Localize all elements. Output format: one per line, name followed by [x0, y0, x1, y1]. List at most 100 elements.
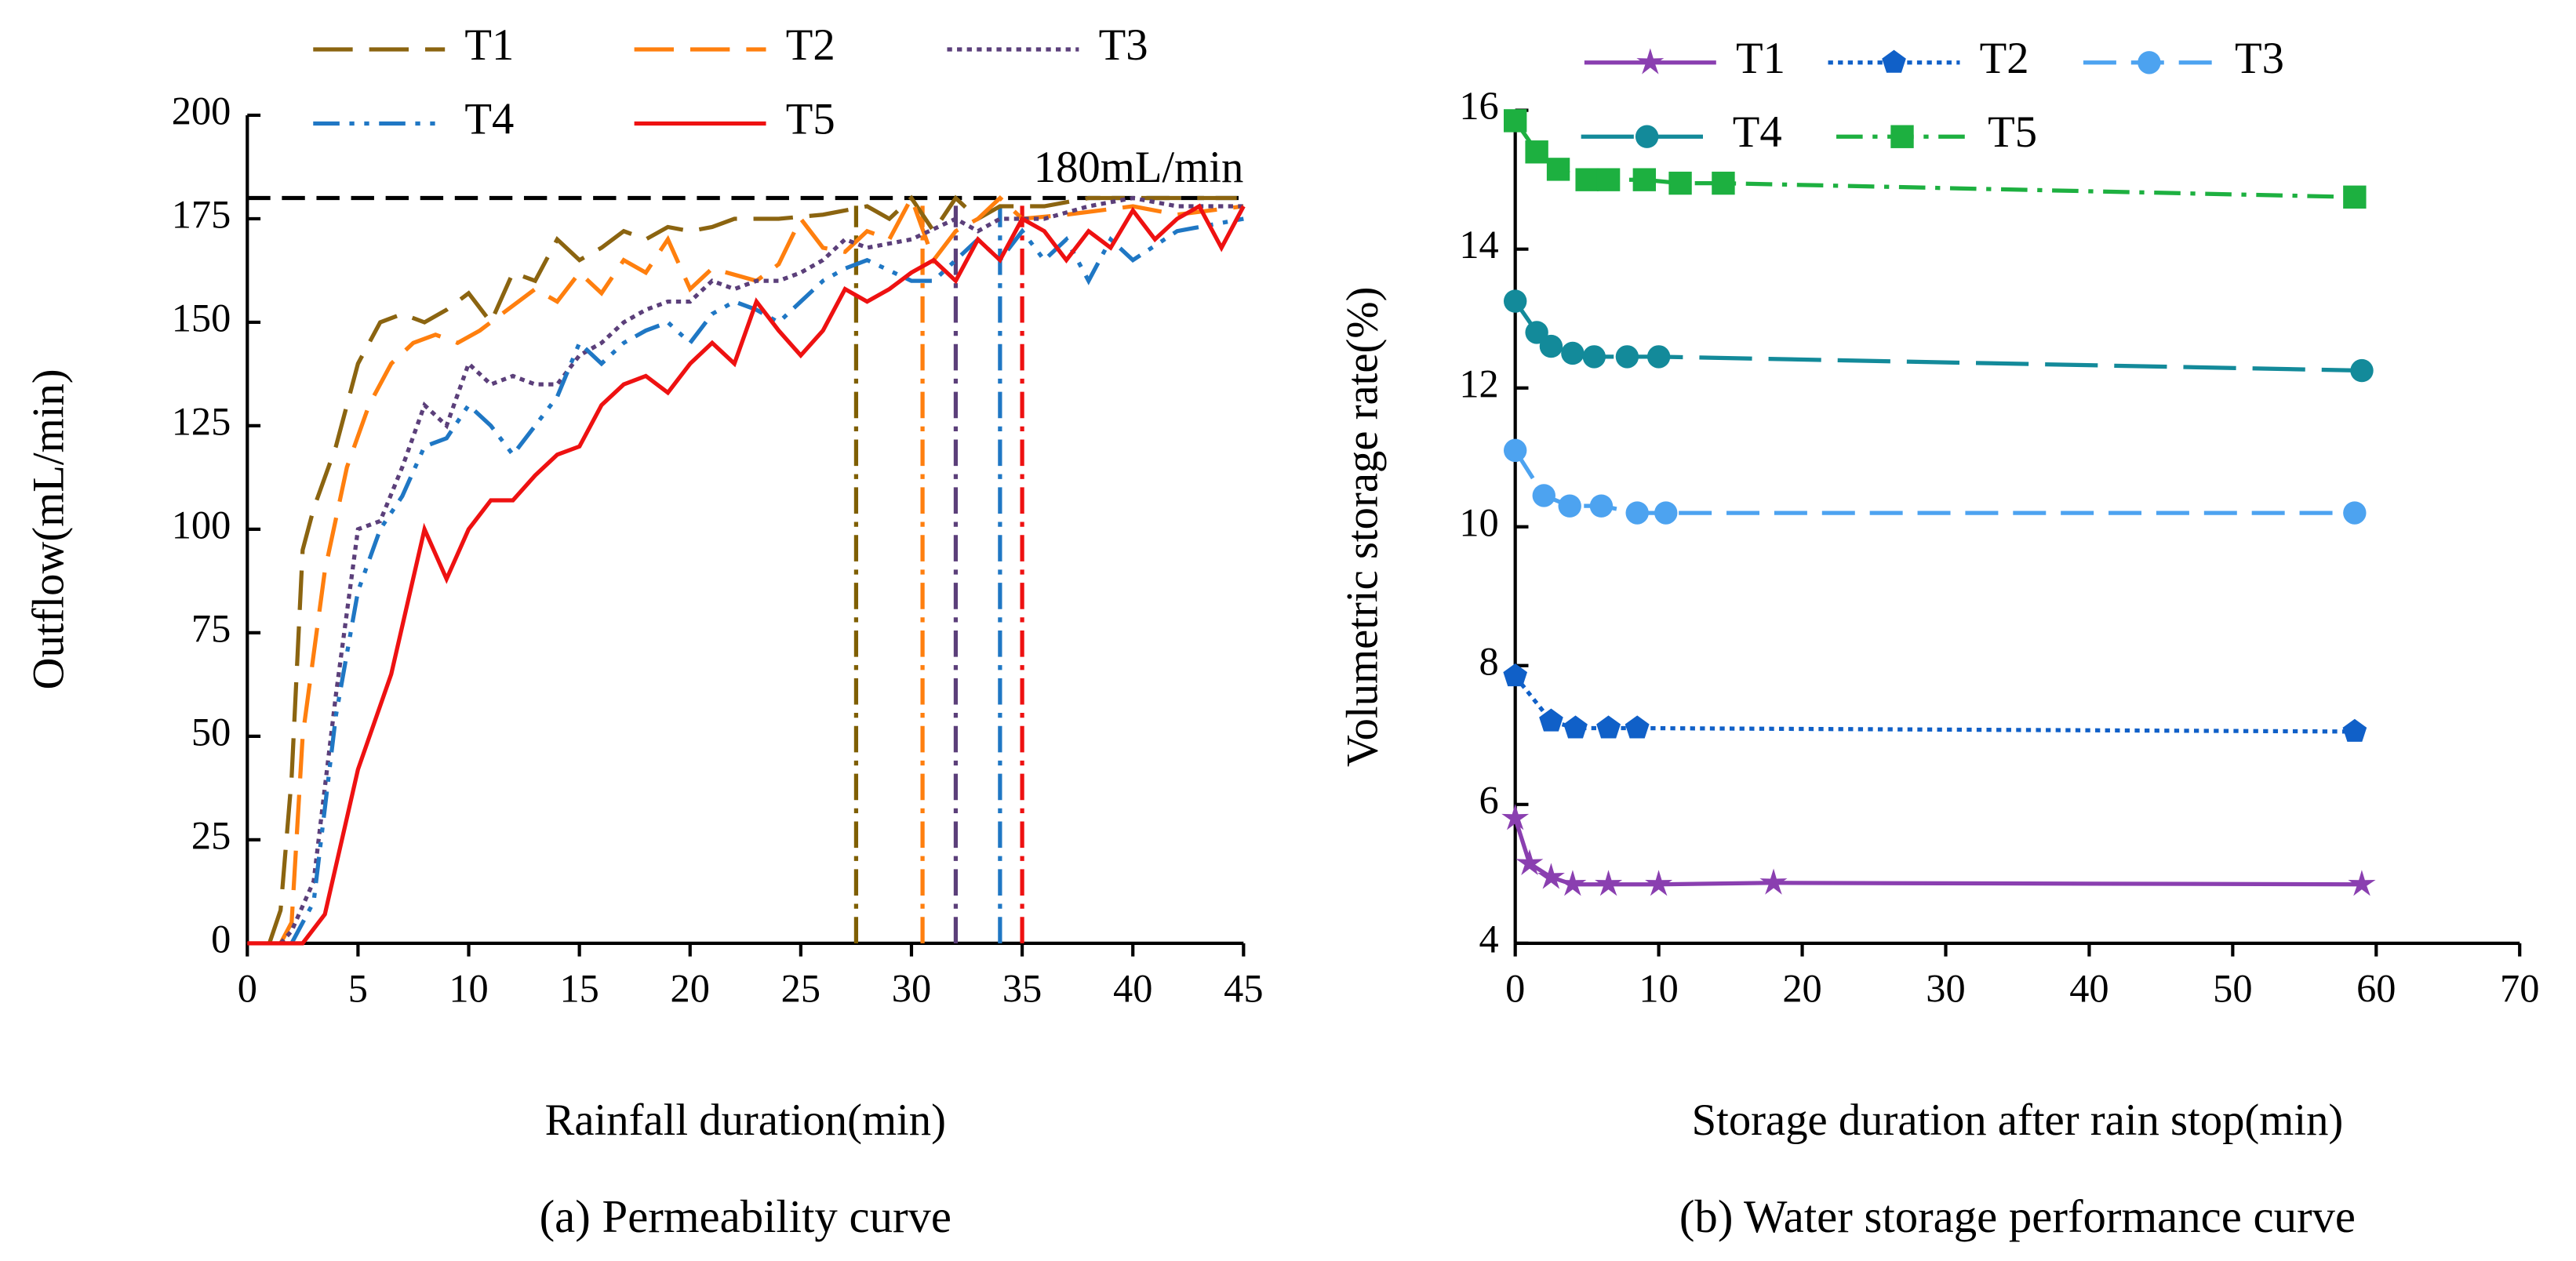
marker [1589, 494, 1614, 518]
legend-label: T2 [1980, 35, 2029, 83]
y-tick-label: 8 [1479, 639, 1499, 683]
x-tick-label: 0 [1505, 966, 1525, 1010]
series-line [267, 194, 1244, 944]
x-tick-label: 0 [238, 966, 257, 1010]
marker [1558, 494, 1581, 518]
marker [1503, 109, 1527, 133]
marker [1563, 715, 1588, 739]
legend-label: T5 [786, 95, 835, 144]
legend-label: T1 [464, 21, 514, 70]
series-line [278, 195, 1244, 945]
marker [1625, 715, 1650, 739]
marker [1645, 870, 1673, 896]
marker [1712, 171, 1735, 195]
marker [1515, 849, 1544, 875]
marker [1646, 345, 1671, 369]
y-tick-label: 12 [1459, 362, 1498, 405]
series-line [1513, 300, 2362, 373]
x-tick-label: 10 [449, 966, 488, 1010]
x-tick-label: 40 [1113, 966, 1152, 1010]
marker [1596, 715, 1621, 739]
marker [1501, 804, 1530, 830]
marker [2343, 185, 2367, 209]
caption: (a) Permeability curve [540, 1191, 951, 1242]
marker [1625, 501, 1649, 525]
marker [1537, 863, 1565, 889]
x-axis-label: Storage duration after rain stop(min) [1692, 1096, 2344, 1145]
marker [1539, 334, 1563, 358]
y-tick-label: 10 [1459, 500, 1498, 544]
y-tick-label: 100 [172, 503, 231, 547]
x-tick-label: 15 [559, 966, 599, 1010]
y-tick-label: 75 [191, 606, 231, 650]
series-line [247, 203, 1246, 946]
series-line [1513, 674, 2355, 734]
marker [1525, 321, 1548, 344]
y-tick-label: 150 [172, 296, 231, 340]
legend-label: T3 [2235, 35, 2284, 83]
y-tick-label: 200 [172, 89, 231, 133]
marker [1525, 140, 1548, 164]
y-tick-label: 16 [1459, 84, 1498, 128]
y-tick-label: 6 [1479, 778, 1499, 822]
marker [2342, 718, 2367, 742]
x-tick-label: 50 [2213, 966, 2252, 1010]
reference-label: 180mL/min [1034, 144, 1244, 192]
marker [1615, 345, 1639, 369]
x-tick-label: 10 [1639, 966, 1678, 1010]
series-line [278, 193, 1244, 945]
legend-label: T5 [1988, 108, 2037, 157]
marker [1595, 870, 1623, 896]
marker [1546, 158, 1570, 181]
marker [1890, 125, 1914, 148]
y-tick-label: 14 [1459, 223, 1498, 267]
x-tick-label: 40 [2069, 966, 2108, 1010]
legend-label: T4 [464, 95, 514, 144]
x-tick-label: 45 [1224, 966, 1263, 1010]
y-axis-label: Volumetric storage rate(%) [1339, 287, 1388, 767]
marker [1654, 501, 1678, 525]
marker [1635, 125, 1659, 148]
x-tick-label: 70 [2500, 966, 2539, 1010]
legend-label: T1 [1736, 35, 1785, 83]
x-tick-label: 5 [348, 966, 368, 1010]
marker [1539, 708, 1563, 732]
y-tick-label: 4 [1479, 917, 1499, 961]
x-tick-label: 30 [892, 966, 931, 1010]
x-tick-label: 20 [1782, 966, 1821, 1010]
marker [1632, 168, 1657, 191]
marker [1882, 49, 1906, 73]
marker [1503, 663, 1528, 687]
legend-label: T4 [1733, 108, 1782, 157]
y-axis-label: Outflow(mL/min) [25, 369, 74, 689]
y-tick-label: 25 [191, 813, 231, 857]
marker [2343, 501, 2367, 525]
marker [2350, 358, 2374, 383]
y-tick-label: 175 [172, 192, 231, 236]
x-tick-label: 30 [1926, 966, 1965, 1010]
marker [1636, 48, 1665, 74]
marker [1582, 345, 1606, 369]
x-tick-label: 20 [671, 966, 710, 1010]
marker [1759, 868, 1788, 895]
x-tick-label: 35 [1002, 966, 1042, 1010]
series-line [1513, 817, 2362, 887]
y-tick-label: 50 [191, 710, 231, 754]
marker [1503, 438, 1527, 463]
y-tick-label: 125 [172, 399, 231, 443]
x-tick-label: 60 [2356, 966, 2396, 1010]
caption: (b) Water storage performance curve [1679, 1191, 2356, 1242]
series-line [289, 216, 1244, 945]
y-tick-label: 0 [211, 917, 231, 961]
marker [1668, 171, 1692, 195]
marker [1596, 168, 1621, 191]
marker [1561, 341, 1585, 365]
x-tick-label: 25 [781, 966, 820, 1010]
marker [2138, 51, 2161, 74]
legend-label: T3 [1099, 21, 1148, 70]
marker [1503, 289, 1527, 313]
marker [1559, 870, 1587, 896]
x-axis-label: Rainfall duration(min) [545, 1096, 946, 1145]
